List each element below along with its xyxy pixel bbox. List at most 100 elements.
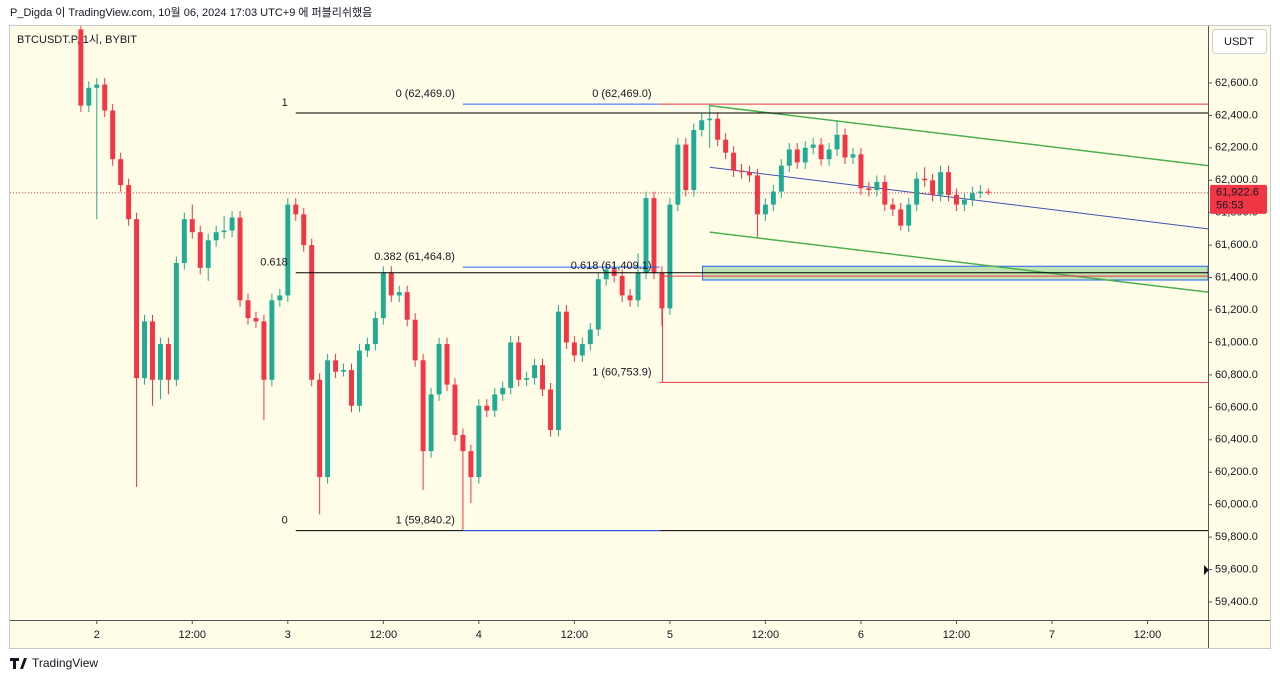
candle-body (699, 120, 705, 130)
candle-body (930, 180, 936, 195)
candle-body (412, 319, 418, 361)
candle-body (969, 193, 975, 200)
candle-body (723, 139, 729, 153)
candle-body (858, 154, 864, 189)
candle-body (380, 272, 386, 319)
candle-body (810, 144, 816, 148)
logo-icon (10, 658, 27, 669)
candle-body (587, 329, 593, 345)
candle-body (150, 321, 155, 380)
candle-body (977, 191, 983, 194)
candle-body (356, 350, 362, 406)
candle-body (102, 84, 108, 111)
currency-button[interactable] (1212, 29, 1267, 54)
candle-body (898, 209, 904, 226)
y-tick-label: 61,000.0 (1215, 336, 1258, 348)
candle-body (404, 292, 410, 320)
candle-body (396, 292, 402, 296)
fib-label: 1 (60,753.9) (592, 366, 651, 378)
symbol-label: BTCUSDT.P, 1시, BYBIT (17, 34, 137, 46)
candle-body (444, 344, 450, 385)
candle-body (778, 165, 784, 192)
candle-body (802, 147, 808, 163)
x-tick-label: 7 (1049, 629, 1055, 641)
candle-body (866, 188, 872, 190)
candle-body (468, 451, 474, 478)
candle-body (754, 175, 760, 215)
candle-body (842, 134, 848, 158)
candle-body (388, 272, 394, 296)
candle-body (508, 342, 514, 388)
candle-body (524, 378, 530, 380)
candle-body (739, 170, 745, 173)
trend-line (709, 104, 1208, 167)
candle-body (309, 245, 315, 380)
footer-logo: TradingView (10, 656, 98, 670)
candle-body (364, 344, 370, 351)
candle-body (715, 118, 721, 140)
candle-body (165, 344, 171, 380)
x-tick-label: 12:00 (943, 629, 971, 641)
candle-body (922, 178, 928, 181)
candle-body (627, 295, 633, 301)
candle-body (786, 149, 792, 166)
candle-body (619, 275, 625, 296)
candle-body (834, 134, 840, 150)
candle-body (341, 370, 346, 372)
candle-body (707, 118, 713, 121)
candle-body (245, 300, 251, 319)
candle-body (691, 129, 697, 190)
candle-body (142, 321, 147, 379)
candle-body (603, 269, 609, 280)
y-tick-label: 62,400.0 (1215, 109, 1258, 121)
candle-body (428, 394, 434, 452)
candle-body (118, 159, 124, 186)
candle-body (818, 144, 824, 160)
candle-body (770, 191, 776, 205)
candle-body (197, 232, 203, 268)
candle-body (420, 360, 426, 452)
candle-body (173, 262, 179, 380)
candle-body (659, 272, 665, 309)
candle-body (205, 240, 211, 268)
x-tick-label: 12:00 (370, 629, 398, 641)
candle-body (906, 204, 912, 226)
candle-body (882, 181, 888, 205)
candle-body (189, 219, 195, 233)
fib-label: 0.618 (260, 257, 288, 269)
candle-body (563, 311, 569, 343)
candle-body (540, 365, 546, 390)
candle-body (237, 217, 243, 301)
candle-body (436, 344, 442, 395)
candle-body (229, 217, 235, 231)
candle-body (213, 232, 219, 241)
candle-body (86, 87, 92, 106)
candle-body (595, 279, 601, 330)
y-tick-label: 62,200.0 (1215, 142, 1258, 154)
fib-label: 0.382 (61,464.8) (374, 251, 455, 263)
fib-label: 0 (62,469.0) (592, 88, 651, 100)
candle-body (516, 342, 522, 380)
x-tick-label: 12:00 (1134, 629, 1162, 641)
candle-body (946, 172, 951, 195)
y-tick-label: 59,400.0 (1215, 596, 1258, 608)
candle-body (874, 181, 880, 190)
y-tick-label: 61,600.0 (1215, 239, 1258, 251)
y-tick-label: 62,600.0 (1215, 77, 1258, 89)
y-tick-label: 60,200.0 (1215, 466, 1258, 478)
y-tick-label: 62,000.0 (1215, 174, 1258, 186)
candle-body (157, 344, 163, 380)
fib-label: 1 (59,840.2) (396, 514, 455, 526)
candle-body (333, 360, 339, 372)
candle-body (731, 152, 737, 171)
candle-body (285, 204, 291, 296)
candle-body (134, 219, 140, 379)
y-tick-label: 59,600.0 (1215, 563, 1258, 575)
candle-body (667, 204, 673, 309)
candle-body (78, 29, 84, 106)
candle-body (953, 194, 959, 205)
candle-body (221, 230, 227, 233)
candle-body (452, 384, 458, 435)
